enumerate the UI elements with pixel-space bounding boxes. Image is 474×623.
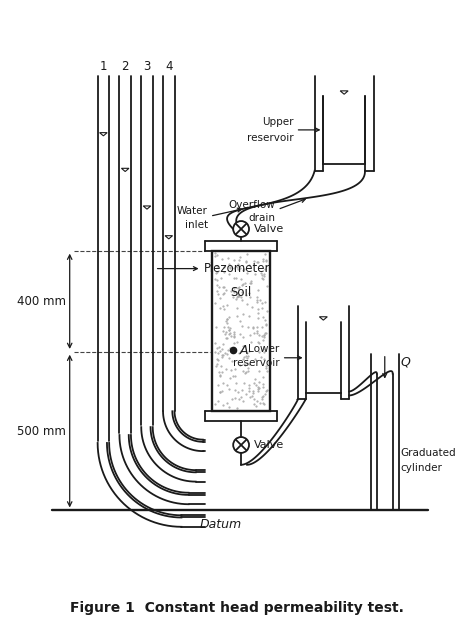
Text: Overflow: Overflow [229, 199, 275, 209]
Text: 2: 2 [121, 60, 129, 74]
Text: 3: 3 [143, 60, 151, 74]
Bar [212, 251, 270, 411]
Text: inlet: inlet [185, 220, 208, 230]
Circle shape [233, 437, 249, 453]
Text: $A$: $A$ [239, 344, 249, 357]
Text: Figure 1  Constant head permeability test.: Figure 1 Constant head permeability test… [70, 601, 404, 615]
Text: 400 mm: 400 mm [17, 295, 66, 308]
Circle shape [233, 221, 249, 237]
Text: 500 mm: 500 mm [17, 425, 66, 437]
Text: 1: 1 [100, 60, 107, 74]
Text: Soil: Soil [230, 286, 252, 298]
Text: Upper: Upper [262, 117, 293, 127]
Text: Valve: Valve [254, 440, 284, 450]
Text: cylinder: cylinder [401, 463, 443, 473]
Text: Piezometer: Piezometer [157, 262, 271, 275]
Text: 4: 4 [165, 60, 173, 74]
Text: Datum: Datum [199, 518, 241, 531]
Text: Valve: Valve [254, 224, 284, 234]
Text: reservoir: reservoir [247, 133, 293, 143]
Text: drain: drain [248, 214, 275, 224]
Text: Water: Water [177, 206, 208, 216]
Text: Lower: Lower [248, 344, 280, 354]
Text: $Q$: $Q$ [400, 354, 411, 369]
Text: Graduated: Graduated [401, 448, 456, 458]
Text: reservoir: reservoir [233, 358, 280, 368]
